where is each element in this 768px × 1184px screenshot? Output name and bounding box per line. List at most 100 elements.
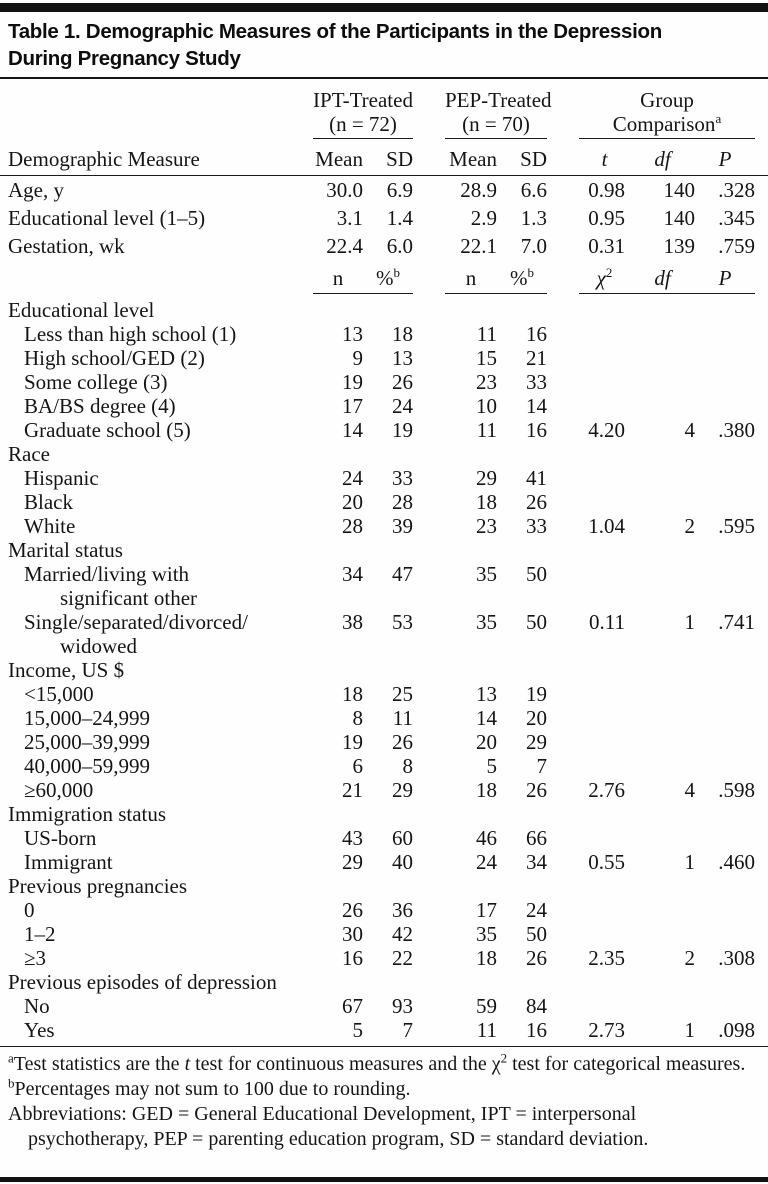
table-cell: 41 [526, 466, 547, 490]
table-title-line1: Table 1. Demographic Measures of the Par… [8, 20, 662, 43]
table-cell: 14 [342, 418, 363, 442]
table-cell: 26 [526, 778, 547, 802]
table-cell: 26 [526, 946, 547, 970]
table-cell: 29 [476, 466, 497, 490]
table-cell: 25 [392, 682, 413, 706]
table-cell: 18 [476, 946, 497, 970]
row-label: 40,000–59,999 [24, 754, 150, 778]
row-label: BA/BS degree (4) [24, 394, 176, 418]
group-pep: PEP-Treated (n = 70) [413, 88, 552, 139]
table-cell: 18 [476, 778, 497, 802]
section-row: Income, US $ [8, 658, 755, 682]
table-cell: .595 [718, 514, 755, 538]
group-header-row: IPT-Treated (n = 72) PEP-Treated (n = 70… [8, 79, 755, 139]
row-label: <15,000 [24, 682, 94, 706]
table-cell: 18 [342, 682, 363, 706]
table-cell: 22.4 [326, 234, 363, 258]
table-cell: 17 [476, 898, 497, 922]
group-comparison-line2: Comparisona [612, 111, 722, 136]
table-cell: 46 [476, 826, 497, 850]
table-cell: 60 [392, 826, 413, 850]
table-cell: 4 [684, 778, 696, 802]
row-label: Single/separated/divorced/widowed [8, 610, 313, 658]
table-cell: 5 [486, 754, 498, 778]
section-row: Race [8, 442, 755, 466]
table-cell: 16 [526, 322, 547, 346]
row-label-wrap: significant other [60, 586, 198, 610]
row-label: Gestation, wk [8, 234, 125, 258]
table-row: ≥60,000 21 29 18 26 2.76 4 .598 [8, 778, 755, 802]
table-cell: 23 [476, 514, 497, 538]
table-cell: 7.0 [520, 234, 547, 258]
table-cell: 59 [476, 994, 497, 1018]
table-cell: 24 [476, 850, 497, 874]
table-cell: 6.9 [386, 178, 413, 202]
table-cell: 50 [526, 922, 547, 946]
table-cell: 11 [476, 322, 497, 346]
table-cell: 8 [352, 706, 364, 730]
table-cell: 2.9 [470, 206, 497, 230]
table-cell: 93 [392, 994, 413, 1018]
table-cell: 24 [392, 394, 413, 418]
table-cell: 21 [342, 778, 363, 802]
table-cell: 43 [342, 826, 363, 850]
table-cell: 20 [342, 490, 363, 514]
row-label: ≥3 [24, 946, 47, 970]
row-label: Black [24, 490, 73, 514]
table-title: Table 1. Demographic Measures of the Par… [0, 12, 768, 77]
row-label: Previous episodes of depression [8, 970, 277, 994]
row-label: Educational level (1–5) [8, 206, 206, 230]
table-cell: 34 [342, 562, 363, 586]
table-cell: 5 [352, 1018, 364, 1042]
group-ipt: IPT-Treated (n = 72) [313, 88, 413, 139]
table-cell: 36 [392, 898, 413, 922]
table-row: Educational level (1–5) 3.1 1.4 2.9 1.3 0.95 1… [8, 204, 755, 232]
table-cell: 35 [476, 562, 497, 586]
table-cell: 11 [392, 706, 413, 730]
table-cell: 16 [526, 1018, 547, 1042]
footnote-marker-a: a [715, 111, 722, 126]
table-cell: 35 [476, 610, 497, 634]
table-row: Immigrant 29 40 24 34 0.55 1 .460 [8, 850, 755, 874]
table-cell: .345 [718, 206, 755, 230]
continuous-header-row: Demographic Measure Mean SD Mean SD t df P [8, 139, 755, 175]
table-cell: 84 [526, 994, 547, 1018]
table-cell: 15 [476, 346, 497, 370]
column-label: χ2 [596, 265, 613, 290]
table-cell: 29 [526, 730, 547, 754]
table-cell: 7 [536, 754, 548, 778]
table-cell: 13 [392, 346, 413, 370]
row-label-wrap: widowed [60, 634, 137, 658]
row-label: Race [8, 442, 50, 466]
table-cell: 30 [342, 922, 363, 946]
table-cell: 26 [392, 730, 413, 754]
table-cell: 13 [476, 682, 497, 706]
table-cell: 28 [392, 490, 413, 514]
table-cell: 7 [402, 1018, 414, 1042]
table-cell: 28.9 [460, 178, 497, 202]
group-pep-n: (n = 70) [462, 112, 530, 136]
table-cell: 1.4 [386, 206, 413, 230]
table-cell: 1 [684, 1018, 696, 1042]
table-cell: 33 [392, 466, 413, 490]
table-row: 15,000–24,999 8 11 14 20 [8, 706, 755, 730]
row-label: Hispanic [24, 466, 99, 490]
table-cell: 10 [476, 394, 497, 418]
categorical-rows: Educational level Less than high school (… [0, 298, 768, 1042]
row-label: Marital status [8, 538, 123, 562]
row-label: Yes [24, 1018, 55, 1042]
table-cell: 16 [526, 418, 547, 442]
row-label: Graduate school (5) [24, 418, 191, 442]
table-cell: 29 [342, 850, 363, 874]
row-label: 15,000–24,999 [24, 706, 150, 730]
table-row: Yes 5 7 11 16 2.73 1 .098 [8, 1018, 755, 1042]
column-label: Mean [315, 147, 363, 171]
table-row: High school/GED (2) 9 13 15 21 [8, 346, 755, 370]
table-cell: 50 [526, 562, 547, 586]
table-cell: 14 [476, 706, 497, 730]
categorical-header-row: n %b n %b χ2 df P [8, 265, 755, 294]
footnote: Abbreviations: GED = General Educational… [8, 1103, 649, 1150]
row-label: Less than high school (1) [24, 322, 237, 346]
table-cell: 0.31 [588, 234, 625, 258]
